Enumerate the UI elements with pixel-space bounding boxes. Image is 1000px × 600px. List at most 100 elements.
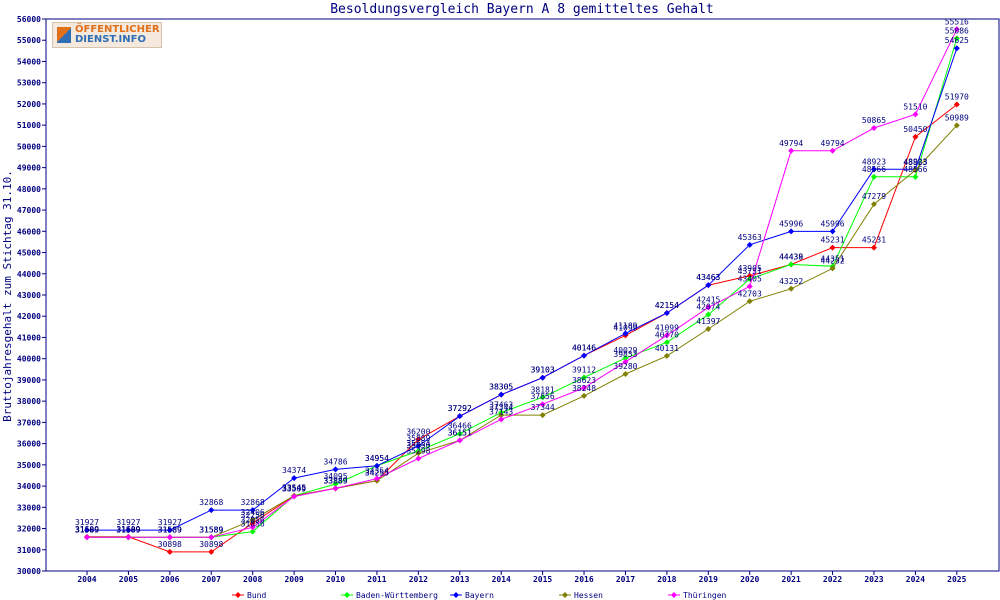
data-label: 36151 — [448, 428, 472, 437]
y-tick-label: 48000 — [17, 185, 41, 194]
data-label: 41189 — [613, 321, 637, 330]
logo-icon — [57, 27, 71, 43]
data-point — [912, 111, 919, 118]
data-point — [581, 392, 588, 399]
data-label: 34954 — [365, 454, 389, 463]
data-label: 30898 — [158, 540, 182, 549]
data-label: 48923 — [903, 157, 927, 166]
site-logo: ÖFFENTLICHER DIENST.INFO — [52, 22, 162, 48]
y-tick-label: 31000 — [17, 546, 41, 555]
data-point — [291, 475, 298, 482]
data-label: 37292 — [448, 404, 472, 413]
data-label: 41397 — [696, 317, 720, 326]
data-point — [456, 437, 463, 444]
data-point — [208, 507, 215, 514]
data-point — [456, 430, 463, 437]
legend-entry: Baden-Württemberg — [356, 591, 438, 600]
data-label: 36151 — [448, 428, 472, 437]
y-tick-label: 32000 — [17, 525, 41, 534]
y-tick-label: 47000 — [17, 206, 41, 215]
data-point — [498, 412, 505, 419]
data-label: 31589 — [199, 525, 223, 534]
y-tick-label: 33000 — [17, 503, 41, 512]
y-tick-label: 52000 — [17, 100, 41, 109]
data-label: 33545 — [282, 484, 306, 493]
data-point — [125, 527, 132, 534]
chart-title: Besoldungsvergleich Bayern A 8 gemittelt… — [330, 2, 714, 17]
data-label: 34095 — [323, 472, 347, 481]
data-label: 35889 — [406, 434, 430, 443]
data-point — [953, 101, 960, 108]
data-label: 43292 — [779, 277, 803, 286]
legend-entry: Bund — [247, 591, 266, 600]
data-point — [788, 147, 795, 154]
data-point — [208, 548, 215, 555]
data-label: 33889 — [323, 476, 347, 485]
data-label: 43463 — [696, 273, 720, 282]
data-label: 40029 — [613, 346, 637, 355]
data-label: 35550 — [406, 441, 430, 450]
data-label: 42154 — [655, 301, 679, 310]
data-point — [332, 485, 339, 492]
data-label: 45363 — [738, 233, 762, 242]
y-tick-label: 43000 — [17, 291, 41, 300]
data-label: 38181 — [531, 385, 555, 394]
data-point — [870, 201, 877, 208]
x-tick-label: 2018 — [657, 575, 676, 584]
data-point — [746, 272, 753, 279]
data-label: 40146 — [572, 344, 596, 353]
legend-swatch-marker — [453, 592, 459, 598]
data-label: 48566 — [862, 165, 886, 174]
x-tick-label: 2015 — [533, 575, 552, 584]
data-label: 31609 — [75, 525, 99, 534]
data-label: 45231 — [821, 236, 845, 245]
y-tick-label: 39000 — [17, 376, 41, 385]
data-point — [539, 401, 546, 408]
data-label: 43405 — [738, 274, 762, 283]
data-label: 50865 — [862, 116, 886, 125]
logo-line-2: DIENST.INFO — [75, 34, 146, 45]
data-label: 38305 — [489, 383, 513, 392]
data-label: 32406 — [241, 508, 265, 517]
data-label: 37292 — [448, 404, 472, 413]
data-label: 48923 — [862, 157, 886, 166]
data-label: 31609 — [116, 525, 140, 534]
x-tick-label: 2006 — [160, 575, 179, 584]
data-label: 39853 — [613, 350, 637, 359]
data-label: 35298 — [406, 447, 430, 456]
x-tick-label: 2025 — [947, 575, 966, 584]
data-point — [870, 173, 877, 180]
data-label: 36466 — [448, 422, 472, 431]
data-label: 31927 — [158, 518, 182, 527]
data-point — [249, 520, 256, 527]
data-label: 33545 — [282, 484, 306, 493]
data-label: 44252 — [821, 256, 845, 265]
data-label: 39103 — [531, 366, 555, 375]
x-tick-label: 2011 — [367, 575, 386, 584]
data-label: 55086 — [945, 26, 969, 35]
y-tick-label: 34000 — [17, 482, 41, 491]
data-point — [705, 304, 712, 311]
data-point — [746, 298, 753, 305]
y-tick-label: 38000 — [17, 397, 41, 406]
data-label: 37344 — [531, 403, 555, 412]
data-point — [829, 244, 836, 251]
data-label: 45996 — [821, 219, 845, 228]
data-label: 31589 — [158, 525, 182, 534]
y-tick-label: 36000 — [17, 440, 41, 449]
data-label: 41099 — [613, 323, 637, 332]
y-tick-label: 51000 — [17, 121, 41, 130]
data-point — [373, 475, 380, 482]
data-label: 43751 — [738, 267, 762, 276]
data-label: 45231 — [862, 236, 886, 245]
data-point — [746, 283, 753, 290]
data-point — [829, 265, 836, 272]
logo-line-1: ÖFFENTLICHER — [75, 24, 160, 35]
data-point — [249, 516, 256, 523]
data-point — [622, 358, 629, 365]
data-label: 34374 — [282, 466, 306, 475]
data-label: 31589 — [158, 525, 182, 534]
data-point — [249, 524, 256, 531]
data-point — [912, 133, 919, 140]
data-point — [456, 413, 463, 420]
